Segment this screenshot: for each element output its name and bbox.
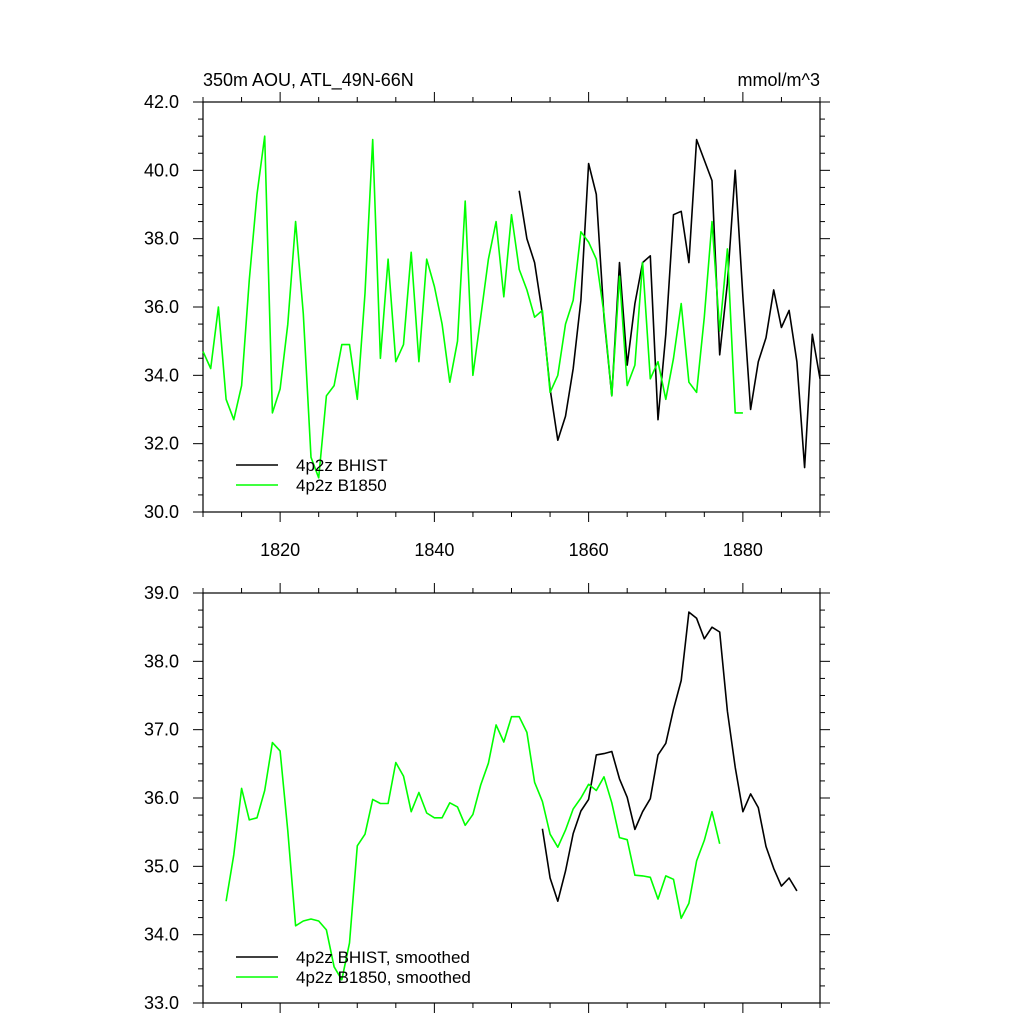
chart-title: 350m AOU, ATL_49N-66N xyxy=(203,70,414,91)
x-tick-label: 1820 xyxy=(260,540,300,560)
y-tick-label: 30.0 xyxy=(144,502,179,522)
y-tick-label: 38.0 xyxy=(144,229,179,249)
series-line-b1850 xyxy=(225,715,721,981)
y-tick-label: 40.0 xyxy=(144,160,179,180)
y-tick-label: 37.0 xyxy=(144,720,179,740)
series-line-b1850 xyxy=(202,135,743,479)
y-tick-label: 36.0 xyxy=(144,788,179,808)
plot-frame xyxy=(202,592,821,1004)
x-tick-label: 1880 xyxy=(723,540,763,560)
y-tick-label: 33.0 xyxy=(144,993,179,1013)
x-tick-label: 1840 xyxy=(414,540,454,560)
legend-label: 4p2z B1850, smoothed xyxy=(296,968,471,987)
y-tick-label: 42.0 xyxy=(144,92,179,112)
bottom-panel: 33.0 34.0 35.0 36.0 37.0 38.0 39.0 4p2z BHIST, … xyxy=(144,583,830,1013)
x-tick-label: 1860 xyxy=(569,540,609,560)
top-panel: 1820 1840 1860 1880 30.0 32.0 34.0 36.0 38.0 40.0… xyxy=(144,92,830,560)
y-tick-label: 32.0 xyxy=(144,434,179,454)
y-tick-label: 36.0 xyxy=(144,297,179,317)
legend-label: 4p2z BHIST, smoothed xyxy=(296,948,470,967)
y-tick-label: 38.0 xyxy=(144,651,179,671)
series-line-bhist xyxy=(541,611,798,903)
legend-label: 4p2z B1850 xyxy=(296,476,387,495)
y-tick-label: 34.0 xyxy=(144,925,179,945)
legend-label: 4p2z BHIST xyxy=(296,456,388,475)
units-label: mmol/m^3 xyxy=(738,70,820,90)
plot-frame xyxy=(202,101,821,513)
y-tick-label: 39.0 xyxy=(144,583,179,603)
series-line-bhist xyxy=(518,138,821,469)
y-tick-label: 35.0 xyxy=(144,856,179,876)
y-tick-label: 34.0 xyxy=(144,365,179,385)
